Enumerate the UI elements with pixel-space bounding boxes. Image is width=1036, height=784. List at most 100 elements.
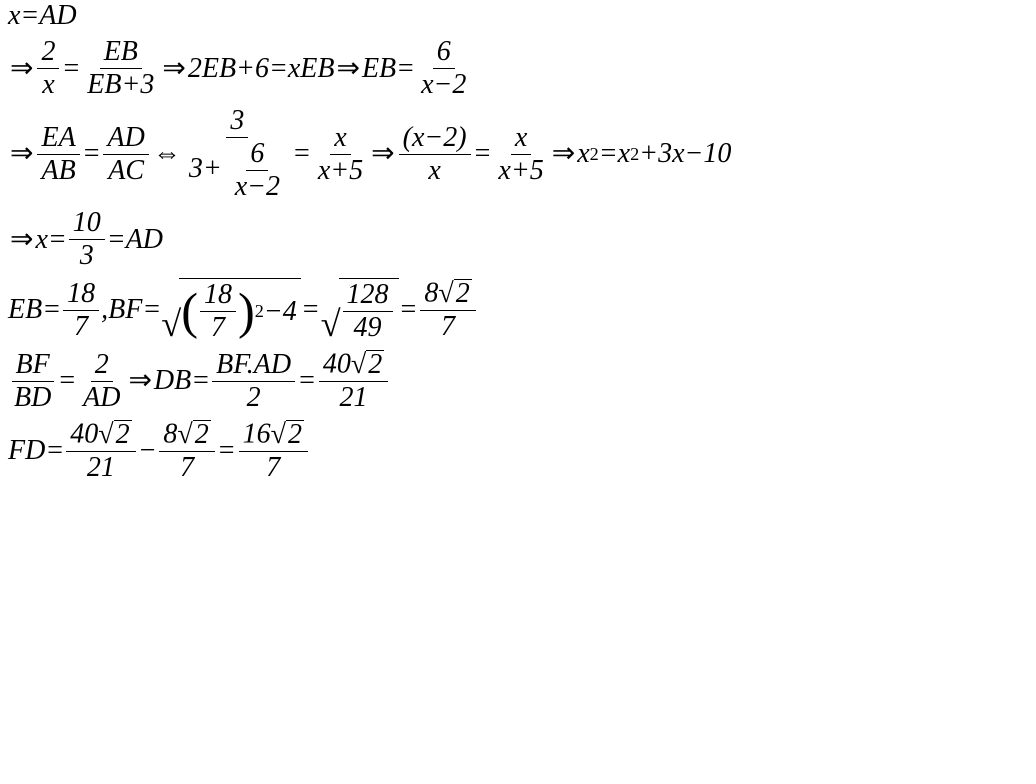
numerator: EB — [100, 38, 142, 69]
arrow-icon: ⇒ — [10, 55, 33, 83]
expr: −4 — [264, 298, 297, 326]
radical-icon: √ — [321, 306, 341, 342]
denominator: 7 — [70, 311, 92, 341]
sqrt-inline: √2 — [271, 420, 304, 449]
equation-line-3: ⇒ EA AB = AD AC ⇔ 3 3+ 6 x−2 = x x+5 ⇒ (… — [8, 107, 1028, 201]
arrow-icon: ⇒ — [162, 55, 185, 83]
denominator: 2 — [243, 382, 265, 412]
equals: = — [219, 437, 235, 465]
fraction: 8√2 7 — [159, 420, 214, 482]
equals: = — [475, 140, 491, 168]
numerator: x — [330, 124, 350, 155]
radicand: 2 — [114, 420, 132, 449]
fraction: BF.AD 2 — [212, 351, 295, 412]
radicand: 2 — [366, 350, 384, 379]
sqrt-inline: √2 — [438, 279, 471, 308]
numerator: 10 — [69, 209, 105, 240]
expr: 40 — [70, 419, 98, 450]
sqrt-inline: √2 — [98, 420, 131, 449]
expr: DB= — [154, 367, 210, 395]
equals: = — [84, 140, 100, 168]
paren-icon: ( — [181, 291, 198, 331]
radical-icon: √ — [351, 351, 366, 379]
fraction: AD AC — [103, 124, 148, 185]
radical-icon: √ — [271, 421, 286, 449]
denominator: 21 — [83, 452, 119, 482]
fraction: 6 x−2 — [231, 140, 284, 201]
arrow-icon: ⇒ — [10, 140, 33, 168]
equation-line-1: x=AD — [8, 2, 1028, 30]
expr: EB= — [8, 296, 61, 324]
radicand: 2 — [454, 279, 472, 308]
equals: = — [299, 367, 315, 395]
denominator: x−2 — [231, 171, 284, 201]
arrow-icon: ⇒ — [336, 55, 359, 83]
numerator: 6 — [246, 140, 268, 171]
radical-icon: √ — [98, 421, 113, 449]
numerator: x — [511, 124, 531, 155]
equation-line-2: ⇒ 2 x = EB EB+3 ⇒ 2EB+6=xEB ⇒ EB= 6 x−2 — [8, 38, 1028, 99]
numerator: 8√2 — [420, 279, 475, 311]
denominator: x — [424, 155, 444, 185]
fraction: 40√2 21 — [319, 350, 388, 412]
denominator: 7 — [207, 312, 229, 342]
fraction: 16√2 7 — [239, 420, 308, 482]
denominator: 21 — [336, 382, 372, 412]
denominator: AD — [79, 382, 124, 412]
equals: = — [63, 55, 79, 83]
denominator: x+5 — [494, 155, 547, 185]
fraction: EA AB — [37, 124, 79, 185]
radicand: 2 — [193, 420, 211, 449]
denominator: 7 — [176, 452, 198, 482]
numerator: 18 — [63, 280, 99, 311]
expr: 8 — [163, 419, 177, 450]
denominator: x−2 — [417, 69, 470, 99]
superscript: 2 — [630, 145, 639, 163]
expr: x=AD — [8, 2, 77, 30]
denominator: 7 — [262, 452, 284, 482]
expr: ,BF= — [101, 296, 161, 324]
expr: =x — [599, 140, 630, 168]
expr: 2EB+6=xEB — [188, 55, 335, 83]
fraction: 18 7 — [200, 281, 236, 342]
radical-icon: √ — [438, 280, 453, 308]
fraction: 10 3 — [69, 209, 105, 270]
fraction: EB EB+3 — [83, 38, 158, 99]
equals: = — [294, 140, 310, 168]
equation-line-5: EB= 18 7 ,BF= √ ( 18 7 ) 2 −4 = √ 128 49 — [8, 278, 1028, 342]
iff-icon: ⇔ — [153, 140, 181, 168]
equation-line-6: BF BD = 2 AD ⇒ DB= BF.AD 2 = 40√2 21 — [8, 350, 1028, 412]
paren-icon: ) — [238, 291, 255, 331]
denominator: x+5 — [314, 155, 367, 185]
arrow-icon: ⇒ — [552, 140, 575, 168]
numerator: BF.AD — [212, 351, 295, 382]
fraction: BF BD — [10, 351, 55, 412]
expr: 16 — [243, 419, 271, 450]
paren-group: ( 18 7 ) — [181, 281, 255, 342]
fraction: 3 3+ 6 x−2 — [185, 107, 290, 201]
fraction: x x+5 — [494, 124, 547, 185]
radicand: ( 18 7 ) 2 −4 — [179, 278, 301, 342]
denominator: 49 — [350, 312, 386, 342]
denominator: AC — [104, 155, 148, 185]
equals: = — [59, 367, 75, 395]
fraction: 2 AD — [79, 351, 124, 412]
denominator: 3 — [76, 240, 98, 270]
arrow-icon: ⇒ — [10, 226, 33, 254]
numerator: (x−2) — [399, 124, 471, 155]
expr: =AD — [107, 226, 163, 254]
radicand: 128 49 — [339, 278, 399, 342]
numerator: 40√2 — [66, 420, 135, 452]
numerator: 16√2 — [239, 420, 308, 452]
radical-icon: √ — [161, 306, 181, 342]
fraction: 40√2 21 — [66, 420, 135, 482]
equation-line-7: FD= 40√2 21 − 8√2 7 = 16√2 7 — [8, 420, 1028, 482]
numerator: 8√2 — [159, 420, 214, 452]
fraction: 6 x−2 — [417, 38, 470, 99]
denominator: 7 — [437, 311, 459, 341]
radical-icon: √ — [177, 421, 192, 449]
fraction: x x+5 — [314, 124, 367, 185]
numerator: 2 — [91, 351, 113, 382]
sqrt-inline: √2 — [351, 350, 384, 379]
expr: EB= — [362, 55, 415, 83]
